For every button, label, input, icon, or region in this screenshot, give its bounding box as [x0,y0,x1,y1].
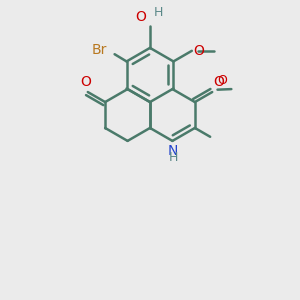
Text: O: O [135,10,146,24]
Text: H: H [154,6,164,19]
Text: O: O [80,75,91,89]
Text: N: N [168,144,178,158]
Text: H: H [168,151,178,164]
Text: O: O [194,44,205,58]
Text: O: O [218,74,227,87]
Text: Br: Br [92,43,107,57]
Text: O: O [214,74,225,88]
